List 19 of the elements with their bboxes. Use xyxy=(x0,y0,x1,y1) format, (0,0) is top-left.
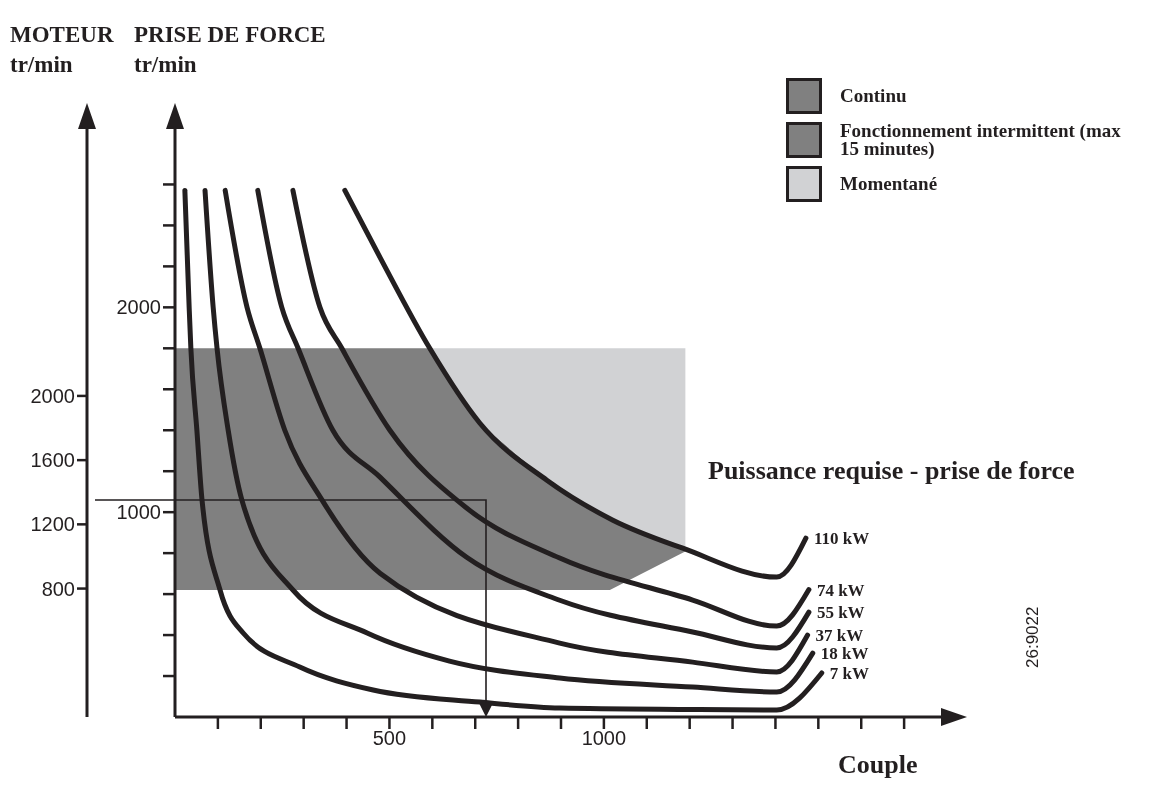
series-label: 74 kW xyxy=(816,580,865,600)
y2-axis-title: MOTEUR tr/min xyxy=(10,22,114,77)
series-label: 18 kW xyxy=(820,644,869,664)
y2-tick-label: 1200 xyxy=(30,513,75,536)
series-label: 7 kW xyxy=(829,663,869,683)
series-label: 55 kW xyxy=(816,603,865,623)
legend-label: Momentané xyxy=(840,173,938,194)
x-tick-label: 500 xyxy=(372,727,407,750)
y2-tick-label: 1600 xyxy=(30,449,75,472)
y2-tick-label: 800 xyxy=(41,577,75,600)
legend-label: Fonctionnement intermittent (max 15 minutes) xyxy=(840,120,1121,159)
x-axis-title: Couple xyxy=(838,750,918,779)
annotation: Puissance requise - prise de force xyxy=(708,456,1075,485)
series-label: 110 kW xyxy=(813,529,870,549)
legend-label: Continu xyxy=(840,85,907,106)
y-axis-title: PRISE DE FORCE tr/min xyxy=(134,22,326,77)
text: 26:9022 xyxy=(1023,606,1042,668)
series-label: 37 kW xyxy=(815,626,864,646)
y2-tick-label: 2000 xyxy=(30,385,75,408)
